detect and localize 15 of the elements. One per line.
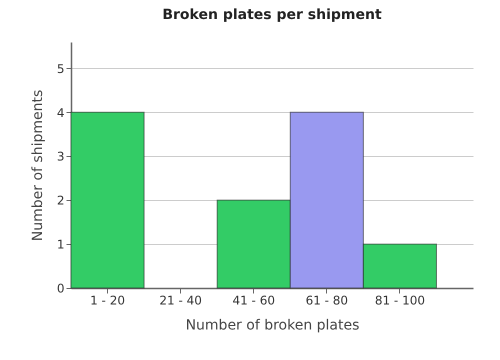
x-tick-label: 81 - 100 — [374, 294, 425, 308]
x-tick-label: 41 - 60 — [232, 294, 275, 308]
y-tick-label: 4 — [56, 106, 64, 120]
x-tick-label: 21 - 40 — [159, 294, 202, 308]
y-axis-title: Number of shipments — [30, 90, 46, 242]
y-tick-label: 3 — [56, 150, 64, 164]
bar — [70, 112, 145, 288]
x-tick-label: 61 - 80 — [306, 294, 348, 308]
chart-title: Broken plates per shipment — [162, 7, 382, 23]
x-axis-title: Number of broken plates — [186, 318, 360, 334]
y-tick-label: 5 — [56, 62, 64, 76]
y-tick-label: 0 — [56, 282, 64, 296]
y-tick-label: 1 — [56, 238, 64, 252]
y-tick-label: 2 — [56, 194, 64, 208]
x-tick-label: 1 - 20 — [90, 294, 125, 308]
